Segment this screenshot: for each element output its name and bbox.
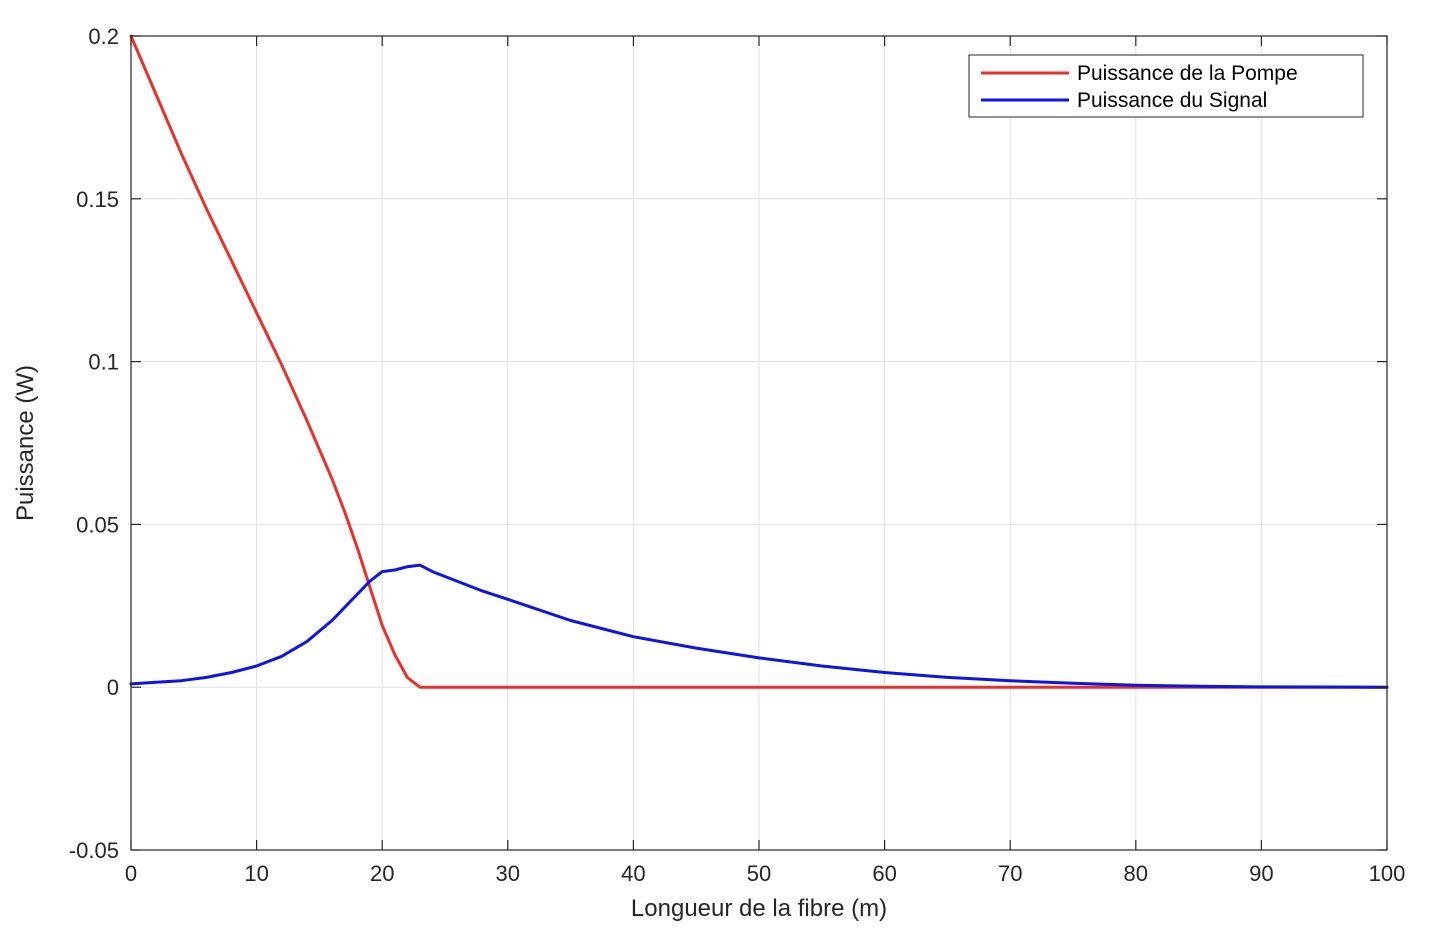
x-tick-label: 90	[1249, 861, 1273, 886]
legend-label-signal: Puissance du Signal	[1077, 89, 1267, 112]
y-tick-label: 0.15	[76, 187, 119, 212]
y-tick-label: -0.05	[69, 838, 119, 863]
x-tick-label: 0	[125, 861, 137, 886]
series-line-pompe	[129, 34, 1389, 689]
y-axis-label: Puissance (W)	[12, 365, 39, 521]
x-tick-label: 40	[621, 861, 645, 886]
x-tick-labels: 0 10 20 30 40 50 60 70 80 90 100	[125, 861, 1405, 886]
tick-marks	[130, 35, 1388, 851]
legend-label-pompe: Puissance de la Pompe	[1077, 62, 1298, 85]
y-tick-label: 0.1	[88, 350, 119, 375]
x-tick-label: 10	[244, 861, 268, 886]
legend: Puissance de la Pompe Puissance du Signa…	[968, 54, 1364, 118]
y-tick-labels: -0.05 0 0.05 0.1 0.15 0.2	[69, 24, 119, 863]
x-tick-label: 70	[998, 861, 1022, 886]
series-line-signal	[129, 563, 1389, 689]
x-axis-label: Longueur de la fibre (m)	[631, 895, 887, 922]
series-lines	[129, 34, 1389, 689]
x-tick-label: 50	[747, 861, 771, 886]
x-tick-label: 80	[1124, 861, 1148, 886]
x-tick-label: 100	[1369, 861, 1406, 886]
legend-box	[968, 54, 1364, 118]
x-tick-label: 60	[872, 861, 896, 886]
x-tick-label: 30	[496, 861, 520, 886]
x-tick-label: 20	[370, 861, 394, 886]
y-tick-label: 0	[107, 675, 119, 700]
y-tick-label: 0.2	[88, 24, 119, 49]
y-tick-label: 0.05	[76, 512, 119, 537]
